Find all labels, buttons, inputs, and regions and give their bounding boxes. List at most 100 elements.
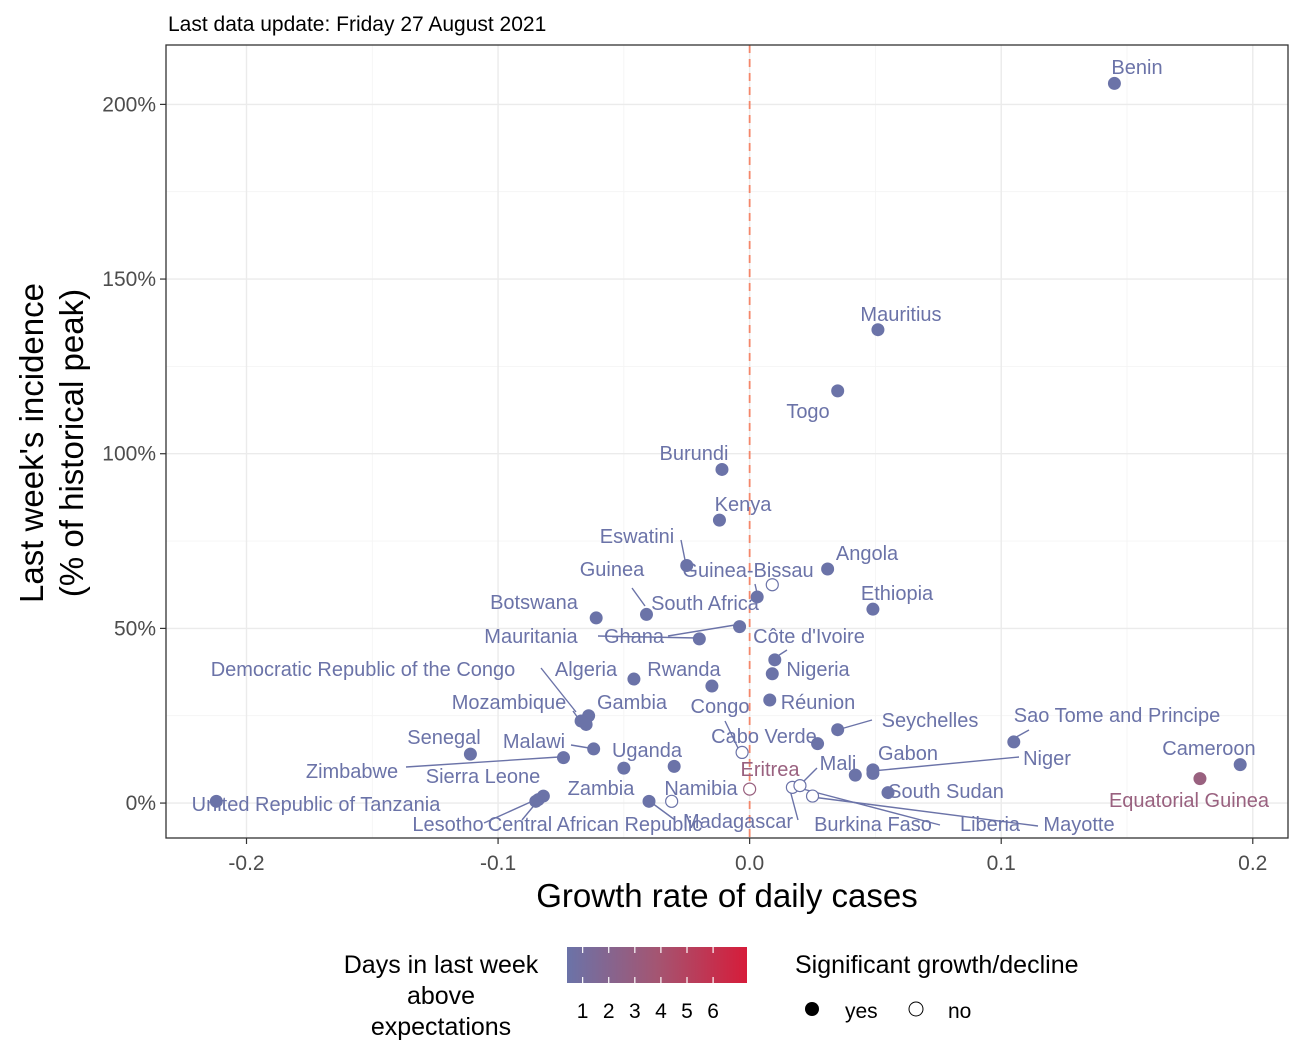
label-gambia: Gambia xyxy=(597,692,668,714)
x-axis-title: Growth rate of daily cases xyxy=(536,877,918,914)
point-guinea xyxy=(639,607,653,621)
x-tick-label: 0.0 xyxy=(735,852,764,875)
point-sierra-leone xyxy=(617,761,631,775)
leader-democratic-republic-of-the-congo xyxy=(540,667,577,713)
legend-tick-label: 3 xyxy=(629,1000,641,1023)
label-mauritius: Mauritius xyxy=(860,304,941,326)
label-togo: Togo xyxy=(786,401,829,423)
label-congo: Congo xyxy=(691,696,750,718)
legend-no-label: no xyxy=(948,1000,971,1023)
point-seychelles xyxy=(831,723,845,737)
leader-liberia xyxy=(798,787,941,826)
leader-madagascar xyxy=(651,802,676,821)
point-ghana xyxy=(692,632,706,646)
label-sierra-leone: Sierra Leone xyxy=(426,766,541,788)
label-niger: Niger xyxy=(1023,748,1071,770)
legend-tick-label: 5 xyxy=(681,1000,693,1023)
legend-days-title-2: above xyxy=(407,982,475,1010)
point-eswatini xyxy=(680,559,694,573)
label-leader-lines xyxy=(405,539,1039,827)
label-ghana: Ghana xyxy=(604,626,665,648)
label-gabon: Gabon xyxy=(878,743,938,765)
point-malawi xyxy=(587,742,601,756)
y-axis-title: Last week's incidence (% of historical p… xyxy=(13,283,90,603)
point-equatorial-guinea xyxy=(1193,772,1207,786)
label-mauritania: Mauritania xyxy=(484,626,578,648)
panel-background xyxy=(166,45,1288,838)
leader-eswatini xyxy=(680,539,686,561)
x-tick-label: 0.1 xyxy=(987,852,1016,875)
point-eritrea xyxy=(743,782,757,796)
y-tick-label: 200% xyxy=(102,93,156,116)
y-axis-title-line-2: (% of historical peak) xyxy=(53,289,90,597)
legend-tick-label: 2 xyxy=(603,1000,615,1023)
point-labels: Benin Mauritius Togo Burundi Kenya Eswatini An… xyxy=(192,57,1270,836)
label-ethiopia: Ethiopia xyxy=(861,583,934,605)
leader-niger xyxy=(871,756,1020,772)
label-senegal: Senegal xyxy=(407,727,480,749)
legend-color-bar xyxy=(567,947,747,983)
legend-sig-title: Significant growth/decline xyxy=(795,951,1079,979)
point-nigeria xyxy=(765,667,779,681)
x-tick-label: -0.2 xyxy=(228,852,264,875)
point-botswana xyxy=(589,611,603,625)
label-united-republic-of-tanzania: United Republic of Tanzania xyxy=(192,794,442,816)
y-tick-label: 0% xyxy=(126,792,156,815)
x-axis: -0.2 -0.1 0.0 0.1 0.2 xyxy=(228,838,1267,875)
point-benin xyxy=(1107,76,1121,90)
label-guinea-bissau: Guinea-Bissau xyxy=(682,560,813,582)
label-liberia: Liberia xyxy=(960,814,1021,836)
label-eswatini: Eswatini xyxy=(600,526,674,548)
label-botswana: Botswana xyxy=(490,592,579,614)
label-seychelles: Seychelles xyxy=(882,710,979,732)
point-togo xyxy=(831,384,845,398)
label-angola: Angola xyxy=(836,543,899,565)
label-benin: Benin xyxy=(1111,57,1162,79)
label-madagascar: Madagascar xyxy=(683,811,793,833)
label-south-africa: South Africa xyxy=(651,593,760,615)
point-mauritius xyxy=(871,323,885,337)
point-congo xyxy=(735,745,749,760)
point-namibia xyxy=(665,794,679,808)
point-mayotte xyxy=(805,789,820,803)
leader-mayotte xyxy=(811,796,1039,827)
point-cabo-verde xyxy=(811,737,825,751)
point-guinea-bissau xyxy=(765,578,779,592)
chart-subtitle: Last data update: Friday 27 August 2021 xyxy=(168,13,546,36)
point-united-republic-of-tanzania xyxy=(209,794,223,808)
label-eritrea: Eritrea xyxy=(741,759,801,781)
leader-malawi xyxy=(570,744,590,749)
label-rwanda: Rwanda xyxy=(647,659,721,681)
point-liberia xyxy=(793,778,807,793)
label-mayotte: Mayotte xyxy=(1043,814,1114,836)
label-cabo-verde: Cabo Verde xyxy=(711,726,817,748)
label-burundi: Burundi xyxy=(660,443,729,465)
label-nigeria: Nigeria xyxy=(786,659,850,681)
point-uganda xyxy=(667,759,681,773)
point-gambia xyxy=(579,717,593,731)
y-axis-title-line-1: Last week's incidence xyxy=(13,283,50,603)
point-reunion xyxy=(763,693,777,707)
legend-days-title-1: Days in last week xyxy=(344,951,539,979)
leader-burkina-faso xyxy=(789,789,799,821)
point-mali xyxy=(848,768,862,782)
label-lesotho: Lesotho xyxy=(412,814,483,836)
label-guinea: Guinea xyxy=(580,559,645,581)
plot-panel xyxy=(165,44,1289,839)
point-zimbabwe xyxy=(556,751,570,765)
point-central-african-republic xyxy=(529,794,543,808)
label-sao-tome-and-principe: Sao Tome and Principe xyxy=(1014,705,1220,727)
point-angola xyxy=(821,562,835,576)
y-axis: 0% 50% 100% 150% 200% xyxy=(102,93,166,815)
leader-congo xyxy=(724,720,739,749)
label-reunion: Réunion xyxy=(781,692,856,714)
point-senegal xyxy=(463,747,477,761)
y-tick-label: 150% xyxy=(102,268,156,291)
leader-ghana xyxy=(667,624,736,637)
y-tick-label: 50% xyxy=(114,617,156,640)
label-burkina-faso: Burkina Faso xyxy=(814,814,932,836)
point-burundi xyxy=(715,462,729,476)
